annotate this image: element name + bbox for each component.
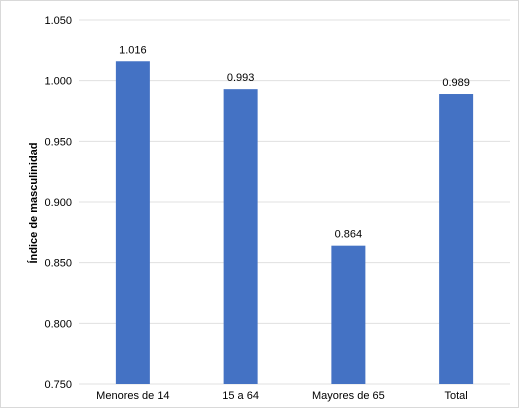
y-tick-label: 1.050 bbox=[44, 15, 72, 27]
bar bbox=[115, 61, 150, 385]
data-labels: 1.016 0.993 0.864 0.989 bbox=[119, 44, 470, 240]
gridlines bbox=[79, 19, 510, 385]
data-label: 1.016 bbox=[119, 44, 147, 56]
x-tick-label: Total bbox=[445, 390, 468, 402]
data-label: 0.864 bbox=[335, 229, 363, 241]
y-axis-label: Índice de masculinidad bbox=[27, 142, 40, 263]
bar bbox=[439, 94, 474, 384]
bars bbox=[115, 61, 474, 385]
x-tick-label: Menores de 14 bbox=[96, 390, 169, 402]
data-label: 0.993 bbox=[227, 72, 255, 84]
bar bbox=[223, 89, 258, 384]
y-axis-ticks: 0.750 0.800 0.850 0.900 0.950 1.000 1.050 bbox=[44, 15, 72, 391]
x-tick-label: Mayores de 65 bbox=[312, 390, 385, 402]
bar bbox=[331, 245, 366, 384]
x-tick-label: 15 a 64 bbox=[222, 390, 259, 402]
x-axis-ticks: Menores de 14 15 a 64 Mayores de 65 Total bbox=[96, 390, 468, 402]
y-tick-label: 0.950 bbox=[44, 136, 72, 148]
y-tick-label: 0.850 bbox=[44, 258, 72, 270]
y-tick-label: 0.800 bbox=[44, 318, 72, 330]
y-tick-label: 1.000 bbox=[44, 76, 72, 88]
y-tick-label: 0.750 bbox=[44, 379, 72, 391]
data-label: 0.989 bbox=[442, 77, 470, 89]
y-tick-label: 0.900 bbox=[44, 197, 72, 209]
